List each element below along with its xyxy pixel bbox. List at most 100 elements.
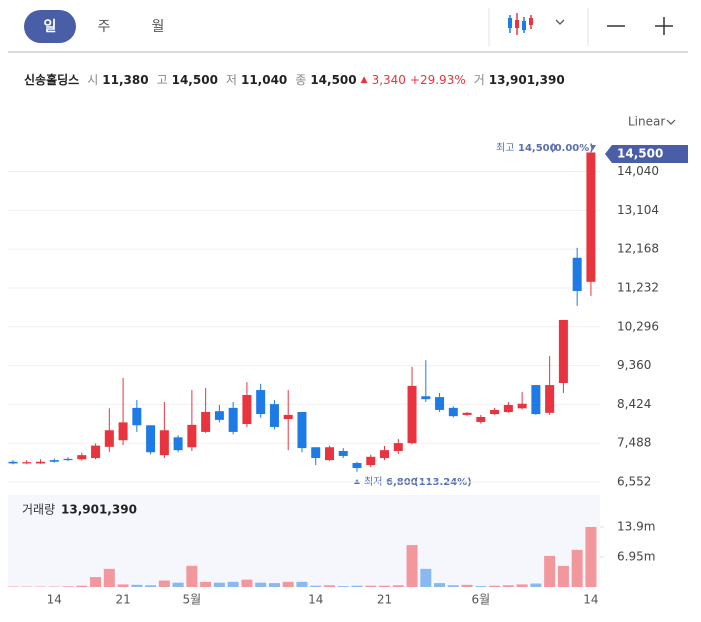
candle-body (517, 403, 527, 409)
candle-body (8, 461, 18, 464)
volume-bar (420, 568, 432, 587)
candle-body (214, 411, 224, 420)
volume-bar (502, 585, 514, 587)
field-label: 저 (225, 73, 237, 87)
candle-body (558, 319, 568, 383)
candle-body (476, 416, 486, 422)
candle-body (63, 458, 73, 461)
tab-pill[interactable] (24, 10, 76, 43)
field-label: 고 (156, 73, 168, 87)
field-value: 11,040 (240, 72, 288, 87)
volume-bar (103, 568, 115, 587)
field-value: 11,380 (102, 72, 149, 87)
candle-body (462, 412, 472, 415)
candle-body (159, 430, 169, 456)
volume-title: 거래량 (22, 503, 55, 517)
candle-body (393, 443, 403, 451)
max-arrow (590, 145, 596, 150)
volume-bar (158, 580, 170, 587)
candle-body (146, 425, 156, 453)
volume-bar (585, 526, 597, 587)
stock-name: 신송홀딩스 (24, 73, 80, 87)
volume-bar (282, 581, 294, 587)
volume-bar (172, 582, 184, 587)
volume-bar (268, 583, 280, 587)
candle-body (269, 404, 279, 427)
x-tick-label: 14 (308, 593, 323, 607)
tab[interactable]: 일 (44, 19, 57, 35)
scale-mode[interactable]: Linear (628, 115, 665, 129)
volume-bar (213, 582, 225, 587)
candle-body (366, 456, 376, 466)
volume-bar (351, 585, 363, 587)
y-tick-label: 9,360 (617, 358, 651, 372)
volume-bar (76, 585, 88, 587)
chart-type-icon[interactable] (508, 13, 533, 35)
volume-bar (227, 581, 239, 587)
max-annotation: 최고 14,500 (0.00%) (496, 142, 596, 154)
field-label: 시 (87, 73, 99, 87)
volume-bar (186, 565, 198, 587)
last-price-tag (605, 145, 688, 163)
candle-body (531, 385, 541, 415)
candle-body (22, 462, 32, 464)
y-tick-label: 11,232 (617, 280, 659, 294)
volume-bar (337, 586, 349, 587)
x-tick-label: 21 (115, 593, 130, 607)
volume-bar (475, 586, 487, 587)
candle-body (324, 447, 334, 461)
volume-bar (557, 565, 569, 587)
y-tick-label: 13.9m (617, 519, 655, 533)
zoom-in[interactable] (655, 17, 673, 35)
field-value: 14,500 (310, 72, 357, 87)
candle-body (118, 422, 128, 441)
candle-body (132, 407, 142, 426)
volume-value: 13,901,390 (488, 72, 565, 87)
min-value: 6,800 (386, 477, 418, 488)
y-tick-label: 10,296 (617, 319, 659, 333)
volume-bar (489, 585, 501, 587)
candle-body (338, 450, 348, 456)
candle-body (490, 409, 500, 415)
candle-body (283, 414, 293, 420)
volume-bar (145, 585, 157, 587)
change-pct: +29.93% (409, 72, 466, 87)
candle-body (572, 257, 582, 291)
candle-body (242, 395, 252, 425)
max-pct: (0.00%) (550, 143, 594, 154)
volume-bar (406, 545, 418, 587)
volume-bar (544, 555, 556, 587)
up-arrow: ▲ (360, 74, 368, 85)
candle-body (586, 152, 596, 282)
scale-dropdown[interactable] (666, 119, 676, 125)
volume-label: 거 (473, 73, 485, 87)
tab[interactable]: 주 (98, 19, 111, 35)
candle-body (421, 396, 431, 400)
candle-body (407, 385, 417, 444)
candle-body (201, 412, 211, 432)
y-tick-label: 6.95m (617, 549, 655, 563)
candle-body (545, 385, 555, 413)
x-tick-label: 6월 (471, 593, 490, 607)
candle-body (352, 463, 362, 468)
dropdown-icon[interactable] (555, 19, 565, 25)
volume-bar (461, 584, 473, 587)
tab[interactable]: 월 (152, 19, 165, 35)
x-tick-label: 5월 (183, 593, 202, 607)
candle-body (77, 455, 87, 460)
x-tick-label: 14 (47, 593, 62, 607)
volume-bar (571, 549, 583, 587)
candle-body (448, 407, 458, 417)
candle-body (311, 447, 321, 459)
candle-body (297, 412, 307, 449)
volume-bar (241, 579, 253, 587)
candle-body (36, 461, 46, 464)
x-tick-label: 14 (583, 593, 598, 607)
last-price-label: 14,500 (617, 147, 663, 161)
candle-body (435, 397, 445, 410)
candle-body (228, 407, 238, 432)
volume-value: 13,901,390 (61, 503, 137, 517)
volume-bar (296, 581, 308, 587)
volume-bar (447, 585, 459, 587)
